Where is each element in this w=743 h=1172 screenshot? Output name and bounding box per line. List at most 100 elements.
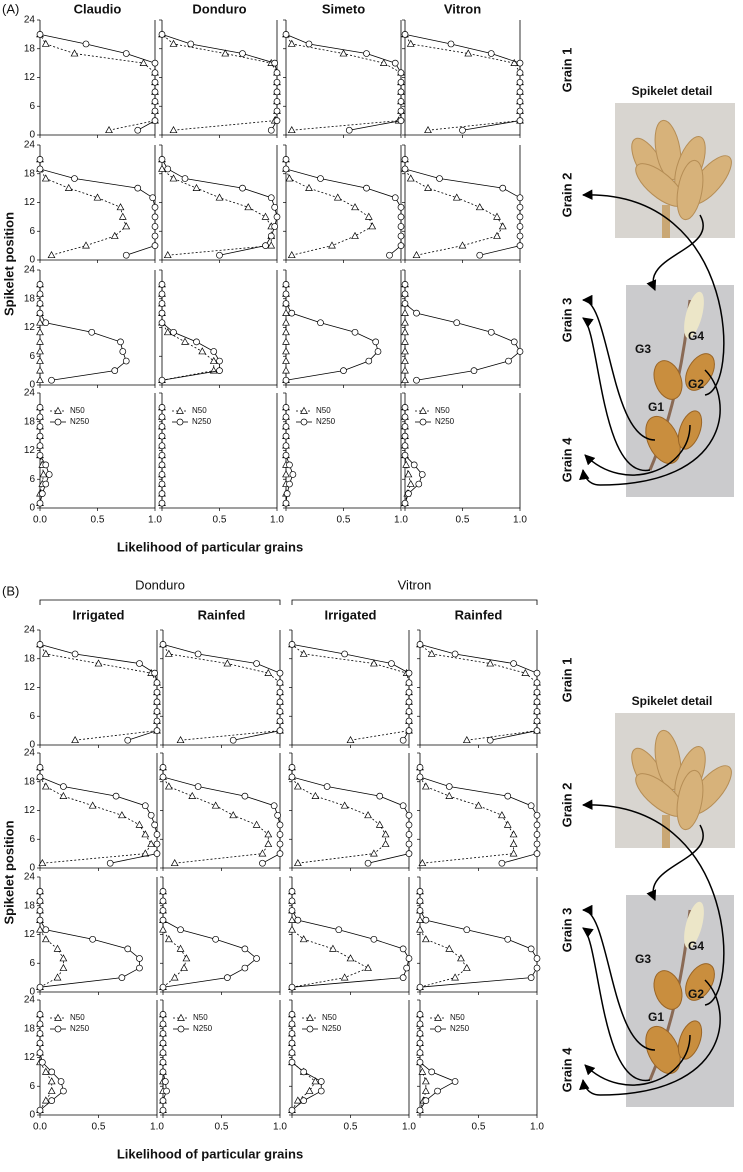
- x-axis-label: Likelihood of particular grains: [117, 539, 303, 554]
- marker-n50: [404, 470, 413, 478]
- marker-n250: [158, 423, 166, 430]
- marker-n250: [271, 223, 279, 230]
- marker-n250: [36, 300, 44, 307]
- marker-n50: [379, 58, 388, 66]
- grain-label: Grain 1: [559, 658, 574, 703]
- marker-n50: [47, 1077, 56, 1085]
- arrow: [581, 904, 656, 1051]
- marker-n250: [391, 194, 399, 202]
- marker-n250: [276, 679, 284, 687]
- y-tick-label: 24: [24, 140, 36, 151]
- grain-label: Grain 1: [559, 48, 574, 93]
- marker-n250: [401, 404, 409, 411]
- marker-n250: [36, 156, 44, 163]
- marker-n50: [282, 318, 290, 326]
- marker-n50: [401, 356, 409, 364]
- marker-n250: [286, 461, 293, 469]
- grain: [685, 353, 715, 391]
- marker-n50: [41, 174, 50, 182]
- marker-n50: [406, 39, 415, 47]
- marker-n250: [416, 897, 424, 905]
- marker-n250: [159, 1030, 167, 1037]
- marker-n50: [498, 222, 507, 230]
- marker-n50: [181, 337, 189, 345]
- marker-n250: [288, 773, 296, 781]
- marker-n250: [445, 783, 453, 790]
- marker-n250: [533, 669, 541, 677]
- marker-n50: [288, 915, 296, 923]
- marker-n50: [70, 49, 79, 57]
- x-tick-label: 0.5: [92, 1122, 106, 1133]
- x-tick-label: 0.5: [472, 1122, 486, 1133]
- marker-n50: [351, 231, 359, 239]
- legend-label: N50: [70, 406, 85, 415]
- marker-n250: [388, 660, 395, 667]
- marker-n250: [159, 641, 167, 648]
- marker-n250: [276, 840, 284, 848]
- marker-n50: [147, 839, 156, 847]
- marker-n250: [153, 831, 161, 838]
- x-tick-label: 1.0: [402, 1122, 416, 1133]
- marker-n250: [345, 126, 353, 134]
- x-tick-label: 0.5: [337, 515, 351, 526]
- marker-n50: [458, 241, 467, 249]
- marker-n50: [169, 125, 178, 134]
- marker-n250: [282, 442, 290, 450]
- marker-n250: [376, 792, 384, 800]
- marker-n50: [47, 1086, 56, 1094]
- marker-n250: [48, 1068, 56, 1076]
- marker-n250: [401, 290, 409, 298]
- marker-n50: [229, 811, 238, 819]
- marker-n250: [158, 490, 166, 497]
- y-tick-label: 6: [29, 958, 35, 969]
- marker-n250: [136, 964, 143, 972]
- legend-marker: [300, 418, 308, 426]
- marker-n50: [122, 222, 131, 230]
- marker-n50: [188, 791, 197, 799]
- marker-n250: [170, 328, 177, 336]
- marker-n250: [229, 736, 237, 744]
- x-tick-label: 1.0: [513, 515, 527, 526]
- axes: [162, 877, 281, 993]
- marker-n50: [198, 347, 207, 355]
- marker-n50: [180, 963, 188, 971]
- series-line: [39, 159, 127, 256]
- marker-n250: [351, 328, 359, 336]
- marker-n50: [299, 935, 308, 943]
- marker-n250: [136, 955, 143, 962]
- arrow: [582, 317, 651, 471]
- marker-n250: [276, 831, 284, 838]
- marker-n250: [153, 717, 161, 725]
- marker-n250: [159, 888, 167, 895]
- marker-n250: [363, 184, 370, 192]
- marker-n250: [38, 490, 46, 497]
- marker-n250: [36, 1039, 44, 1047]
- marker-n250: [533, 964, 541, 972]
- marker-n250: [153, 698, 161, 706]
- marker-n50: [521, 668, 530, 676]
- marker-n250: [410, 461, 418, 469]
- marker-n250: [36, 897, 44, 905]
- marker-n250: [119, 348, 127, 355]
- marker-n50: [158, 164, 166, 172]
- axes: [161, 145, 278, 261]
- legend-marker: [177, 1013, 185, 1021]
- grain: [653, 360, 683, 400]
- arrow: [646, 824, 704, 901]
- marker-n50: [221, 49, 230, 57]
- series-line: [161, 33, 278, 131]
- marker-n250: [36, 1030, 44, 1037]
- marker-n250: [418, 471, 426, 478]
- marker-n250: [273, 107, 281, 115]
- marker-n250: [158, 319, 166, 327]
- marker-n250: [282, 281, 290, 288]
- marker-n50: [36, 337, 44, 345]
- axes: [161, 20, 278, 136]
- legend-marker: [434, 1025, 442, 1033]
- marker-n250: [527, 802, 535, 810]
- stem: [662, 205, 670, 238]
- marker-n50: [416, 915, 424, 923]
- marker-n250: [428, 1068, 436, 1076]
- marker-n250: [397, 69, 405, 77]
- marker-n250: [159, 1097, 167, 1104]
